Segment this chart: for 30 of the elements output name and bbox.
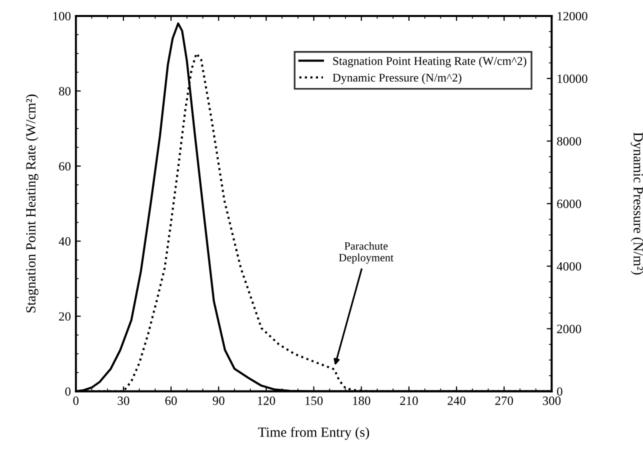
y-tick-label: 20	[59, 312, 71, 321]
x-tick-label: 120	[258, 396, 276, 405]
y-tick-label: 100	[53, 12, 71, 20]
x-tick-label: 300	[542, 396, 561, 405]
y2-tick-label: 8000	[557, 137, 582, 146]
y2-axis-title: Dynamic Pressure (N/m²)	[630, 132, 643, 275]
x-tick-label: 180	[353, 396, 370, 405]
y-tick-label: 60	[59, 162, 71, 171]
y-tick-label: 0	[65, 387, 71, 396]
x-tick-label: 0	[73, 396, 79, 405]
x-axis-title: Time from Entry (s)	[258, 426, 370, 440]
y2-tick-label: 10000	[558, 74, 588, 83]
x-tick-label: 270	[495, 396, 514, 405]
x-tick-label: 210	[400, 396, 418, 405]
legend-label: Dynamic Pressure (N/m^2)	[332, 73, 462, 84]
y2-tick-label: 0	[557, 387, 562, 396]
y2-tick-label: 6000	[557, 200, 582, 208]
x-tick-label: 30	[118, 396, 130, 405]
x-tick-label: 60	[165, 396, 177, 405]
y-tick-label: 80	[58, 87, 71, 96]
x-tick-label: 90	[212, 396, 224, 405]
y2-tick-label: 4000	[556, 262, 582, 271]
x-tick-label: 240	[448, 396, 466, 405]
annotation: Parachute Deployment	[338, 242, 394, 264]
y-axis-title: Stagnation Point Heating Rate (W/cm²)	[26, 94, 38, 312]
legend-label: Stagnation Point Heating Rate (W/cm^2)	[333, 56, 526, 68]
y2-tick-label: 12000	[558, 12, 588, 20]
y2-tick-label: 2000	[557, 324, 582, 334]
x-tick-label: 150	[306, 396, 323, 405]
y-tick-label: 40	[58, 237, 71, 246]
